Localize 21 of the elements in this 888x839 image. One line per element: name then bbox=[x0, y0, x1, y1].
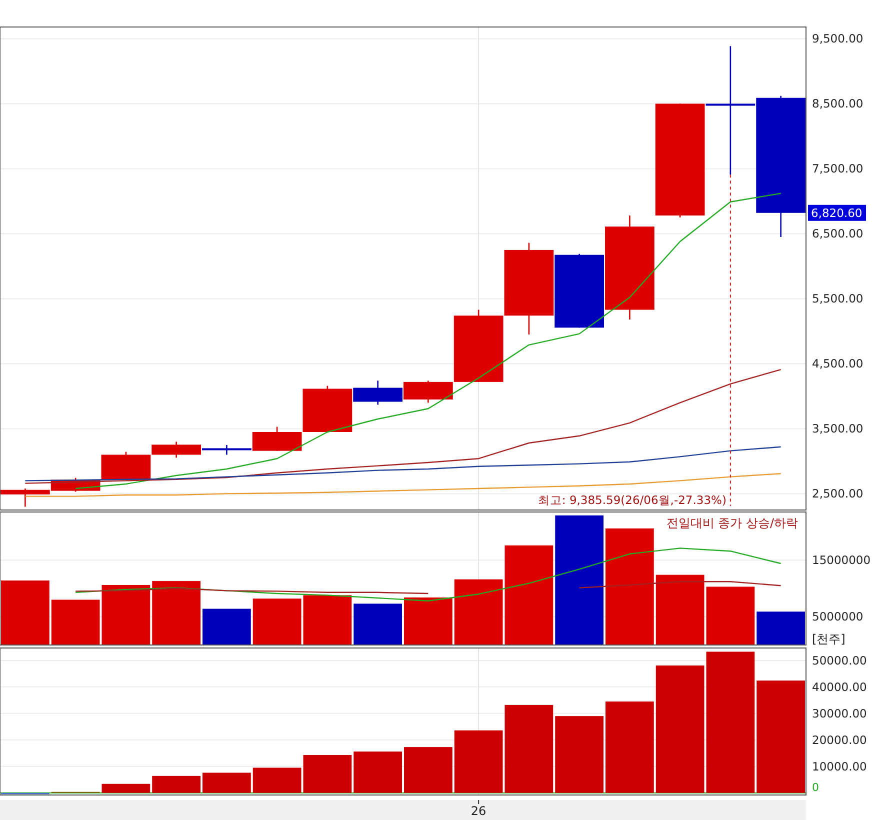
annotation: 최고: 9,385.59(26/06월,-27.33%) bbox=[538, 493, 726, 507]
ref-line-label: 0 bbox=[812, 780, 819, 794]
y-tick-label: 7,500.00 bbox=[812, 162, 864, 176]
y-tick-label: 20000.00 bbox=[812, 732, 867, 747]
y-tick-label: 8,500.00 bbox=[812, 96, 864, 111]
y-tick-label: 10000.00 bbox=[812, 759, 867, 774]
y-axis-title: [천주] bbox=[812, 632, 846, 646]
y-tick-label: 4,500.00 bbox=[812, 356, 864, 371]
y-tick-label: 3,500.00 bbox=[812, 422, 864, 436]
x-tick-label: 26 bbox=[470, 804, 486, 818]
y-tick-label: 5,500.00 bbox=[812, 292, 864, 306]
y-tick-label: 9,500.00 bbox=[812, 32, 864, 46]
y-tick-label: 15000000 bbox=[812, 553, 871, 568]
y-tick-label: 6,500.00 bbox=[812, 226, 864, 241]
y-tick-label: 50000.00 bbox=[812, 653, 867, 668]
y-tick-label: 5000000 bbox=[812, 610, 864, 624]
y-tick-label: 30000.00 bbox=[812, 706, 867, 720]
y-tick-label: 2,500.00 bbox=[812, 486, 864, 501]
y-tick-label: 40000.00 bbox=[812, 680, 867, 694]
text: 6,820.60 bbox=[811, 206, 862, 220]
annotation: 전일대비 종가 상승/하락 bbox=[666, 516, 798, 530]
